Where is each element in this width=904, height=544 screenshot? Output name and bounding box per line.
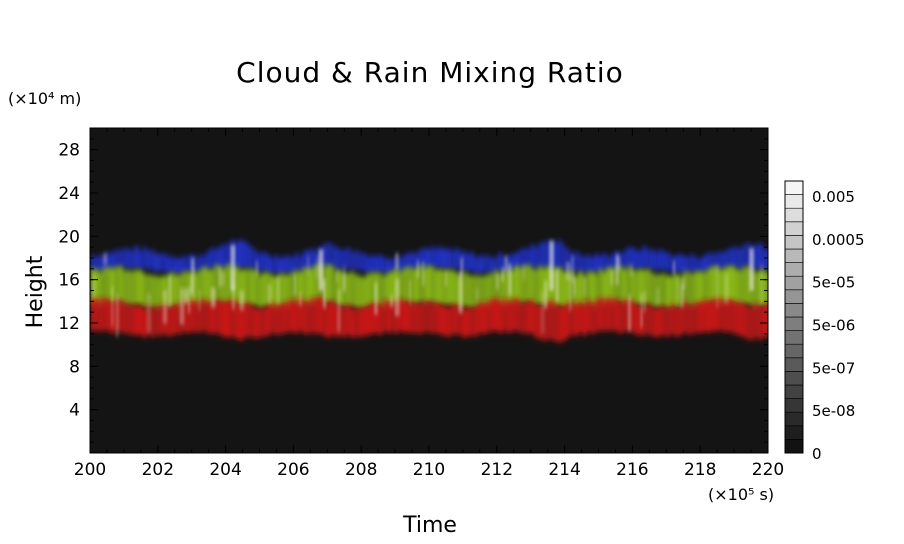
y-unit-label: (×10⁴ m) bbox=[8, 89, 81, 108]
chart-title: Cloud & Rain Mixing Ratio bbox=[236, 56, 624, 89]
x-tick-label: 208 bbox=[345, 460, 377, 480]
colorbar-cell bbox=[784, 411, 804, 427]
y-tick-label: 8 bbox=[69, 357, 80, 377]
y-tick-label: 20 bbox=[58, 227, 80, 247]
colorbar-cell bbox=[784, 235, 804, 250]
colorbar-cell bbox=[784, 371, 804, 386]
colorbar-cell bbox=[784, 275, 804, 291]
colorbar-cell bbox=[784, 194, 804, 209]
colorbar-label: 0 bbox=[812, 445, 822, 463]
colorbar-cell bbox=[784, 316, 804, 331]
colorbar-cell bbox=[784, 221, 804, 236]
streaks bbox=[92, 240, 764, 338]
colorbar-cell bbox=[784, 180, 804, 195]
colorbar-label: 0.0005 bbox=[812, 231, 865, 249]
x-tick-label: 220 bbox=[752, 460, 784, 480]
y-axis: 4 8 12 16 20 24 28 bbox=[58, 138, 768, 443]
x-tick-label: 214 bbox=[548, 460, 580, 480]
colorbar-cell bbox=[784, 384, 804, 399]
colorbar: 0.005 0.0005 5e-05 5e-06 5e-07 5e-08 0 bbox=[784, 180, 865, 463]
colorbar-cell bbox=[784, 262, 804, 277]
y-tick-label: 28 bbox=[58, 141, 80, 161]
x-axis: 200 202 204 206 208 210 212 214 216 218 220 bbox=[74, 128, 784, 480]
colorbar-cell bbox=[784, 343, 804, 359]
x-tick-label: 200 bbox=[74, 460, 106, 480]
x-tick-label: 206 bbox=[277, 460, 309, 480]
colorbar-cell bbox=[784, 207, 804, 223]
colorbar-label: 5e-05 bbox=[812, 274, 855, 292]
y-axis-label: Height bbox=[23, 255, 48, 328]
colorbar-cell bbox=[784, 425, 804, 440]
colorbar-cell bbox=[784, 248, 804, 263]
y-tick-label: 4 bbox=[69, 401, 80, 421]
x-unit-label: (×10⁵ s) bbox=[708, 485, 774, 504]
layer-band bbox=[90, 297, 768, 343]
colorbar-label: 5e-07 bbox=[812, 359, 855, 377]
heatmap-field bbox=[90, 239, 768, 343]
x-axis-label: Time bbox=[402, 513, 457, 538]
colorbar-cell bbox=[784, 330, 804, 345]
colorbar-label: 5e-08 bbox=[812, 402, 855, 420]
colorbar-label: 5e-06 bbox=[812, 317, 855, 335]
y-tick-label: 16 bbox=[58, 271, 80, 291]
x-tick-label: 210 bbox=[413, 460, 445, 480]
y-tick-label: 24 bbox=[58, 184, 80, 204]
colorbar-cell bbox=[784, 289, 804, 304]
x-tick-label: 218 bbox=[684, 460, 716, 480]
x-tick-label: 212 bbox=[481, 460, 513, 480]
colorbar-cell bbox=[784, 357, 804, 372]
colorbar-cell bbox=[784, 398, 804, 413]
colorbar-cell bbox=[784, 303, 804, 318]
colorbar-label: 0.005 bbox=[812, 188, 855, 206]
x-tick-label: 204 bbox=[209, 460, 241, 480]
x-tick-label: 216 bbox=[616, 460, 648, 480]
x-tick-label: 202 bbox=[142, 460, 174, 480]
colorbar-cell bbox=[784, 439, 804, 454]
y-tick-label: 12 bbox=[58, 314, 80, 334]
